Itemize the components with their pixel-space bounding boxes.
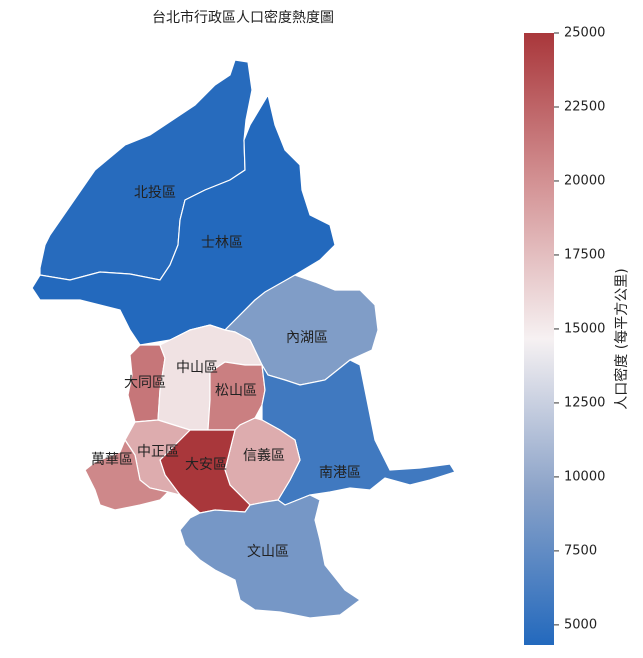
district-label: 內湖區 (286, 330, 328, 346)
district (179, 494, 362, 619)
district-label: 松山區 (215, 383, 257, 399)
colorbar-tick-label: 20000 (564, 173, 605, 188)
district-label: 南港區 (319, 465, 361, 481)
colorbar-tick-label: 7500 (564, 543, 597, 558)
colorbar-tick-label: 10000 (564, 469, 605, 484)
district-label: 信義區 (243, 447, 285, 464)
districts (31, 59, 456, 619)
colorbar-tick-label: 22500 (564, 99, 605, 114)
district-label: 文山區 (247, 544, 289, 560)
colorbar-tick-label: 25000 (564, 26, 605, 41)
district-label: 士林區 (201, 235, 243, 251)
district-label: 北投區 (134, 185, 176, 201)
district-label: 中正區 (137, 444, 179, 460)
district-label: 大同區 (124, 375, 166, 391)
colorbar-tick-label: 17500 (564, 247, 605, 262)
colorbar-tick-label: 5000 (564, 617, 597, 632)
district (261, 359, 456, 506)
district-label: 中山區 (176, 360, 218, 376)
colorbar-tick-label: 12500 (564, 395, 605, 410)
district (207, 361, 266, 431)
district-label: 大安區 (185, 457, 227, 473)
district-label: 萬華區 (91, 452, 133, 468)
colorbar-label: 人口密度 (每平方公里) (613, 268, 630, 409)
district (84, 438, 170, 511)
colorbar-tick-label: 15000 (564, 321, 605, 336)
colorbar (524, 33, 554, 645)
chart-title: 台北市行政區人口密度熱度圖 (152, 9, 334, 26)
